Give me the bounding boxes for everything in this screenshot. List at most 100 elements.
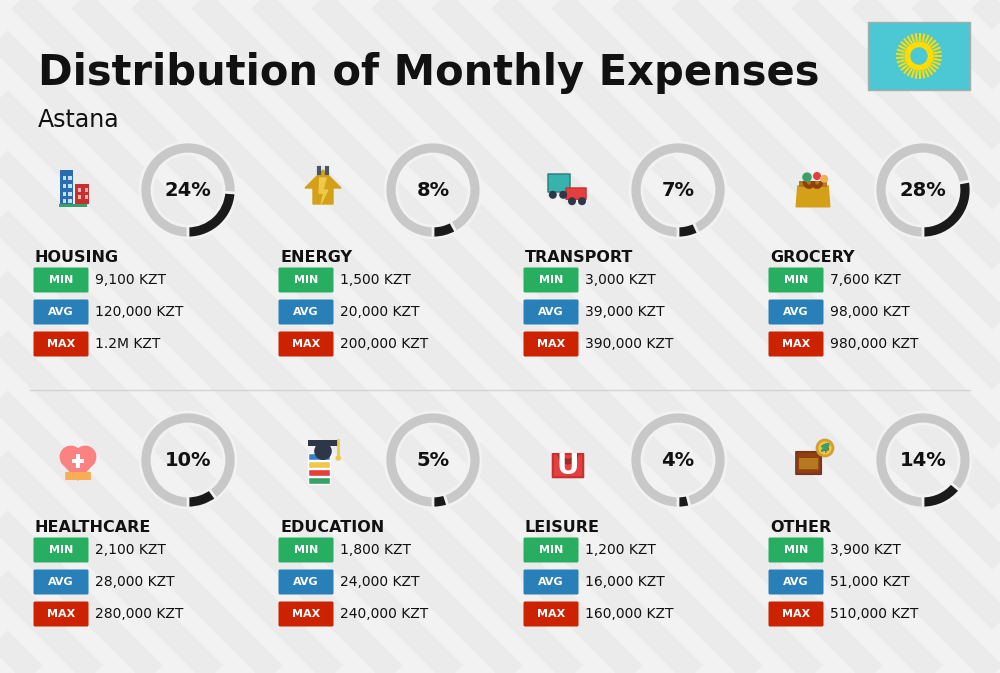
FancyBboxPatch shape [566,188,586,199]
FancyBboxPatch shape [308,440,338,446]
Text: AVG: AVG [538,577,564,587]
FancyBboxPatch shape [78,195,81,199]
Text: 1,500 KZT: 1,500 KZT [340,273,411,287]
FancyBboxPatch shape [524,538,578,563]
Text: AVG: AVG [783,307,809,317]
Text: MIN: MIN [49,545,73,555]
FancyBboxPatch shape [68,199,72,203]
Circle shape [911,48,927,64]
Text: MIN: MIN [49,275,73,285]
Text: EDUCATION: EDUCATION [280,520,384,536]
Text: 1.2M KZT: 1.2M KZT [95,337,160,351]
FancyBboxPatch shape [799,181,827,187]
Text: AVG: AVG [293,577,319,587]
Text: 2,100 KZT: 2,100 KZT [95,543,166,557]
Polygon shape [319,178,328,204]
Text: Distribution of Monthly Expenses: Distribution of Monthly Expenses [38,52,820,94]
FancyBboxPatch shape [68,176,72,180]
Text: 5%: 5% [416,450,450,470]
FancyBboxPatch shape [524,602,578,627]
Text: 24,000 KZT: 24,000 KZT [340,575,420,589]
Wedge shape [188,192,236,238]
Text: 160,000 KZT: 160,000 KZT [585,607,674,621]
Text: 39,000 KZT: 39,000 KZT [585,305,665,319]
Text: MIN: MIN [294,275,318,285]
FancyBboxPatch shape [34,538,88,563]
Circle shape [578,197,586,205]
Text: 8%: 8% [416,180,450,199]
Text: 1,800 KZT: 1,800 KZT [340,543,411,557]
Circle shape [559,191,567,199]
Text: GROCERY: GROCERY [770,250,854,266]
Text: MIN: MIN [539,275,563,285]
FancyBboxPatch shape [868,22,970,90]
FancyBboxPatch shape [278,569,334,594]
Text: MAX: MAX [292,339,320,349]
Text: MAX: MAX [537,339,565,349]
FancyBboxPatch shape [548,174,570,192]
FancyBboxPatch shape [76,454,80,468]
Wedge shape [678,495,690,508]
Text: 24%: 24% [165,180,211,199]
FancyBboxPatch shape [68,184,72,188]
Wedge shape [385,412,481,508]
Text: HEALTHCARE: HEALTHCARE [35,520,151,536]
Text: 14%: 14% [900,450,946,470]
FancyBboxPatch shape [63,192,66,196]
Circle shape [813,172,821,180]
FancyBboxPatch shape [768,602,824,627]
Wedge shape [188,489,216,508]
Text: 98,000 KZT: 98,000 KZT [830,305,910,319]
FancyBboxPatch shape [85,188,88,192]
FancyBboxPatch shape [308,469,330,476]
Text: 51,000 KZT: 51,000 KZT [830,575,910,589]
FancyBboxPatch shape [59,204,87,207]
FancyBboxPatch shape [308,453,330,460]
FancyBboxPatch shape [34,569,88,594]
FancyBboxPatch shape [34,299,88,324]
Polygon shape [796,186,830,207]
Text: AVG: AVG [783,577,809,587]
FancyBboxPatch shape [60,170,73,204]
FancyBboxPatch shape [63,176,66,180]
FancyBboxPatch shape [768,332,824,357]
Text: 10%: 10% [165,450,211,470]
Text: AVG: AVG [48,577,74,587]
Text: MAX: MAX [47,339,75,349]
Circle shape [74,446,96,468]
Circle shape [549,191,557,199]
FancyBboxPatch shape [63,199,66,203]
Text: MAX: MAX [782,339,810,349]
Wedge shape [385,142,481,238]
Text: 240,000 KZT: 240,000 KZT [340,607,428,621]
FancyBboxPatch shape [72,459,84,463]
Text: $: $ [821,443,829,453]
Circle shape [568,197,576,205]
Text: 16,000 KZT: 16,000 KZT [585,575,665,589]
Text: 4%: 4% [661,450,695,470]
Circle shape [802,172,812,182]
Text: HOUSING: HOUSING [35,250,119,266]
FancyBboxPatch shape [308,476,330,484]
Text: 200,000 KZT: 200,000 KZT [340,337,428,351]
Polygon shape [61,462,95,480]
FancyBboxPatch shape [78,188,81,192]
Text: 20,000 KZT: 20,000 KZT [340,305,420,319]
FancyBboxPatch shape [524,299,578,324]
FancyBboxPatch shape [799,458,818,469]
Text: MAX: MAX [47,609,75,619]
Text: 28%: 28% [900,180,946,199]
FancyBboxPatch shape [524,332,578,357]
Circle shape [335,455,341,461]
FancyBboxPatch shape [768,299,824,324]
FancyBboxPatch shape [65,472,91,480]
FancyBboxPatch shape [553,454,583,477]
Text: MAX: MAX [292,609,320,619]
FancyBboxPatch shape [85,195,88,199]
Wedge shape [140,412,236,508]
FancyBboxPatch shape [63,184,66,188]
Wedge shape [630,142,726,238]
Text: 3,900 KZT: 3,900 KZT [830,543,901,557]
FancyBboxPatch shape [308,461,330,468]
Wedge shape [923,181,971,238]
